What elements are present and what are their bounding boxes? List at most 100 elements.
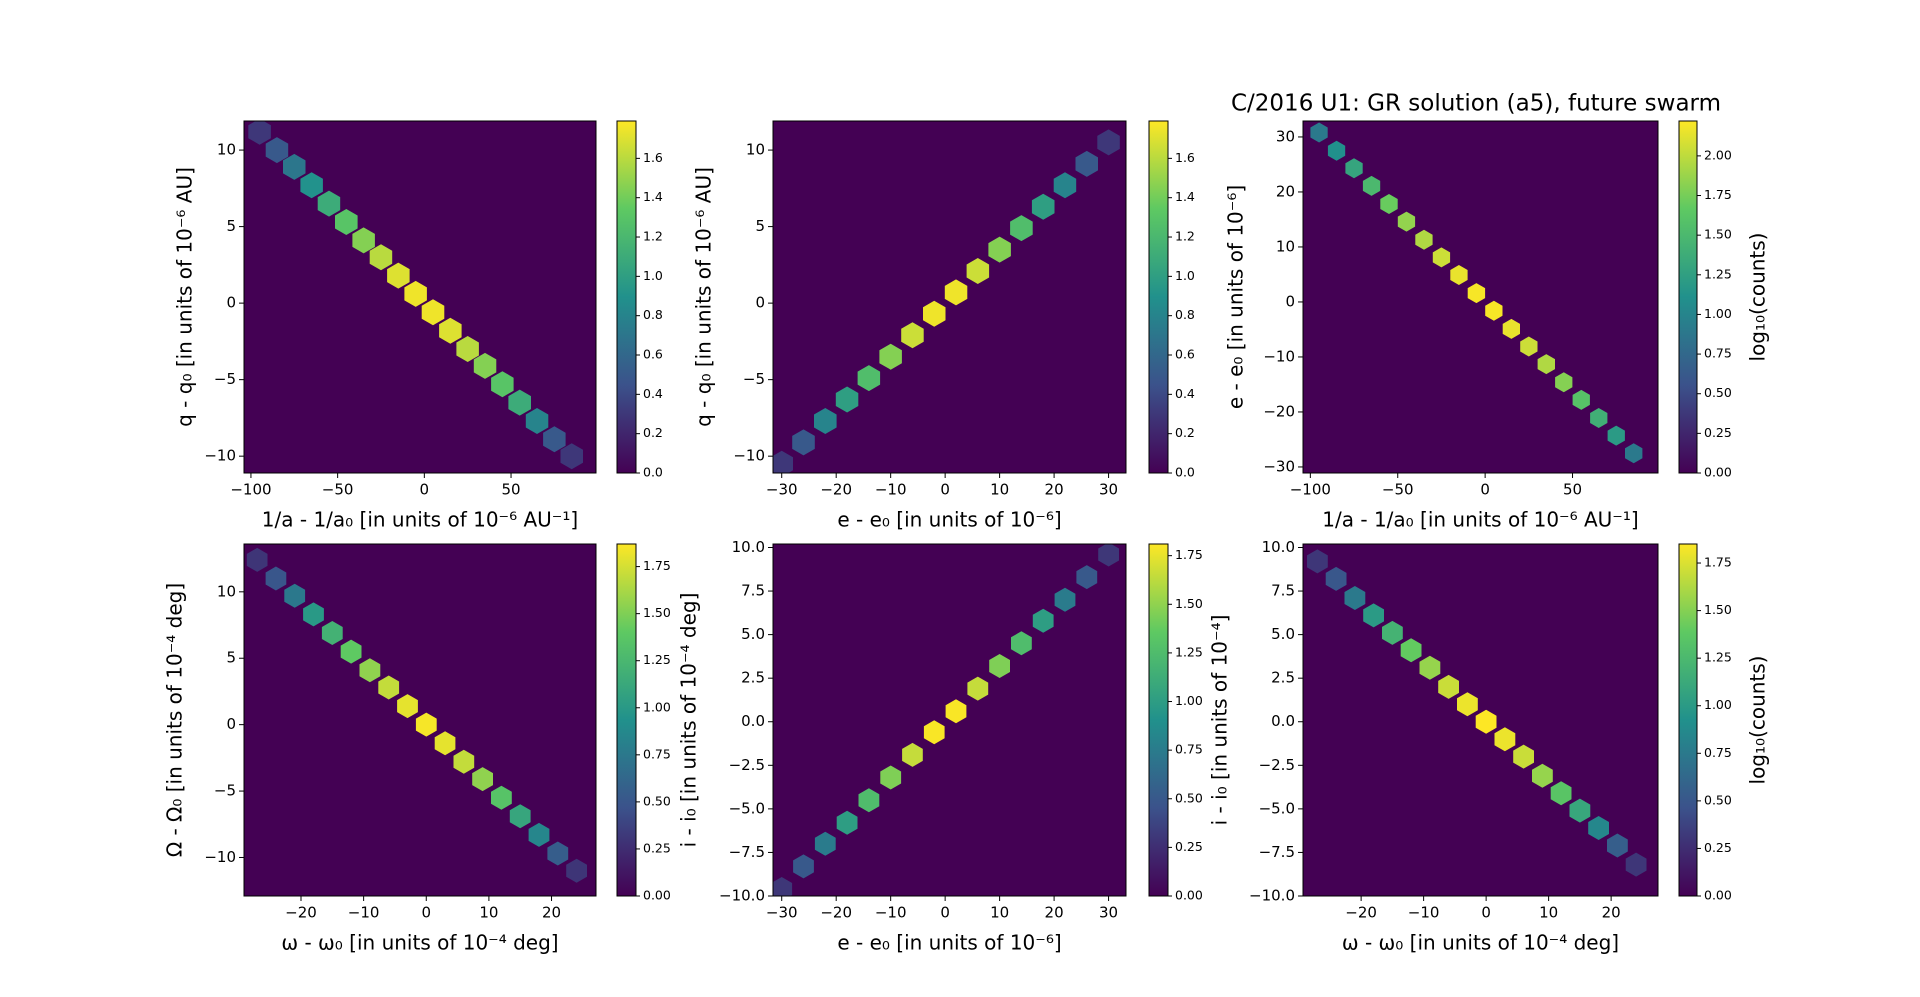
hexbin-cells: [773, 544, 1119, 896]
hex-cell: [1098, 544, 1119, 567]
colorbar-tick-label: 0.00: [1704, 465, 1732, 480]
x-tick-label: −20: [820, 481, 852, 499]
hex-cell: [880, 765, 902, 790]
y-tick-label: 0: [755, 294, 765, 312]
colorbar-tick-label: 0.4: [643, 386, 663, 401]
hex-cell: [835, 386, 859, 413]
hex-cell: [284, 583, 306, 608]
x-tick-label: 10: [479, 904, 498, 922]
hex-cell: [1419, 655, 1441, 680]
colorbar-tick-label: 0.75: [1704, 745, 1732, 760]
hex-cell: [340, 639, 362, 664]
x-tick-label: 0: [421, 904, 431, 922]
hex-cell: [945, 699, 967, 724]
hex-cell: [923, 300, 946, 327]
hex-cell: [369, 244, 393, 271]
hex-cell: [814, 408, 837, 434]
y-tick-label: −5: [743, 370, 765, 388]
x-tick-label: 20: [1045, 904, 1064, 922]
y-tick-label: 5: [226, 217, 236, 235]
colorbar-tick-label: 1.75: [1175, 547, 1203, 562]
hex-cell: [300, 172, 323, 199]
hex-cell: [472, 767, 493, 792]
colorbar-tick-label: 1.4: [1175, 189, 1195, 204]
hexbin-cells: [246, 547, 587, 883]
colorbar-tick-label: 0.0: [1175, 465, 1195, 480]
hex-cell: [434, 731, 456, 756]
y-tick-label: −10: [733, 447, 765, 465]
colorbar-tick-label: 0.25: [1175, 839, 1203, 854]
hex-cell: [1438, 674, 1459, 699]
hex-cell: [397, 694, 418, 719]
colorbar-tick-label: 0.75: [643, 746, 671, 761]
y-tick-label: 7.5: [1271, 582, 1295, 600]
hex-cell: [1572, 389, 1590, 410]
hexbin-cells: [248, 121, 583, 470]
hex-cell: [1075, 150, 1098, 177]
colorbar-tick-label: 0.6: [643, 347, 663, 362]
hex-cell: [1345, 158, 1363, 179]
hex-cell: [547, 841, 569, 866]
x-tick-label: 30: [1099, 481, 1118, 499]
colorbar-tick-label: 1.50: [1704, 602, 1732, 617]
chart-title: C/2016 U1: GR solution (a5), future swar…: [1231, 91, 1721, 117]
colorbar-tick-label: 0.8: [1175, 307, 1195, 322]
colorbar-tick-label: 0.50: [1704, 385, 1732, 400]
colorbar-tick-label: 1.25: [1175, 644, 1203, 659]
hex-cell: [814, 831, 836, 856]
colorbar-tick-label: 1.50: [1175, 596, 1203, 611]
colorbar-tick-label: 0.75: [1175, 742, 1203, 757]
hex-cell: [1415, 229, 1433, 250]
plot-frame: [772, 120, 1127, 474]
y-tick-label: −10.0: [1249, 887, 1295, 905]
hex-cell: [1011, 631, 1032, 656]
hex-cell: [858, 788, 880, 813]
hex-cell: [1607, 425, 1625, 446]
y-axis-label: e - e₀ [in units of 10⁻⁶]: [1224, 185, 1248, 409]
colorbar-tick-label: 0.0: [643, 465, 663, 480]
hex-cell: [1520, 336, 1538, 357]
hex-cell: [793, 854, 814, 879]
y-tick-label: 7.5: [741, 582, 765, 600]
hex-cell: [543, 426, 566, 453]
x-axis-label: ω - ω₀ [in units of 10⁻⁴ deg]: [281, 931, 558, 955]
x-tick-label: 10: [1539, 904, 1558, 922]
hex-cell: [404, 280, 427, 307]
hex-cell: [1432, 247, 1451, 268]
y-tick-label: 5: [226, 649, 236, 667]
hex-cell: [1457, 692, 1478, 717]
plot-frame: [243, 120, 597, 474]
hex-cell: [773, 450, 793, 473]
colorbar-tick-label: 0.8: [643, 307, 663, 322]
x-tick-label: −10: [348, 904, 380, 922]
hex-cell: [335, 209, 358, 235]
hex-cell: [453, 749, 475, 774]
colorbar-tick-label: 0.4: [1175, 386, 1195, 401]
hex-cell: [283, 153, 306, 180]
colorbar-label: log₁₀(counts): [1746, 233, 1770, 362]
plot-frame: [243, 543, 597, 897]
x-tick-label: 10: [990, 481, 1009, 499]
colorbar: [1678, 120, 1698, 474]
hex-cell: [1363, 603, 1384, 628]
hexbin-cells: [1310, 122, 1643, 464]
hex-cell: [528, 822, 550, 847]
colorbar-tick-label: 1.25: [1704, 266, 1732, 281]
hex-cell: [560, 443, 583, 470]
y-tick-label: −5.0: [1259, 799, 1295, 817]
x-tick-label: 0: [420, 481, 430, 499]
hex-cell: [902, 742, 923, 767]
y-tick-label: 10: [217, 141, 236, 159]
colorbar-tick-label: 1.6: [643, 150, 663, 165]
x-tick-label: −10: [875, 904, 907, 922]
x-tick-label: −100: [1290, 481, 1331, 499]
hexbin-cells: [1307, 549, 1647, 877]
hex-cell: [1588, 816, 1609, 840]
colorbar-tick-label: 0.2: [643, 425, 663, 440]
x-tick-label: 0: [940, 904, 950, 922]
hex-cell: [509, 804, 531, 829]
colorbar-tick-label: 0.00: [643, 888, 671, 903]
colorbar-tick-label: 0.25: [1704, 425, 1732, 440]
hex-cell: [1325, 566, 1347, 591]
